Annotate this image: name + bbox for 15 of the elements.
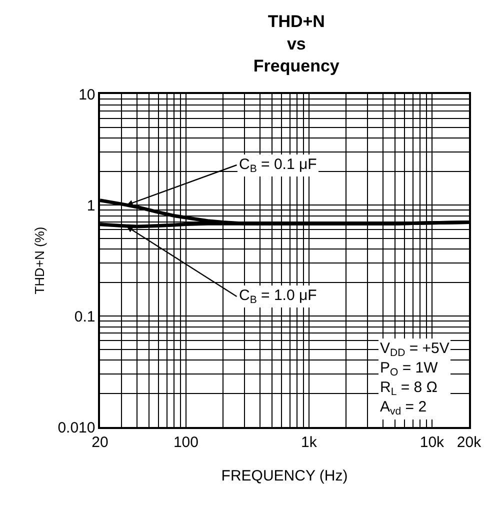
- y-tick-label: 0.010: [58, 419, 96, 436]
- annotation: C$_{B}$ = 1.0 μF: [239, 287, 317, 306]
- annotation: C$_{B}$ = 0.1 μF: [239, 156, 317, 176]
- x-tick-label: 1k: [301, 434, 318, 451]
- y-tick-label: 1: [86, 197, 96, 214]
- y-axis-title: THD+N (%): [32, 226, 48, 294]
- text: V$_{DD}$ = +5V P$_{O}$ = 1W R$_{L}$ = 8 Ω A$_{vd}$ = 2: [380, 340, 450, 418]
- x-axis-title: FREQUENCY (Hz): [221, 467, 348, 484]
- y-tick-label: 0.1: [74, 308, 96, 326]
- y-tick-label: 10: [78, 86, 96, 104]
- chart-title: THD+N vs Frequency: [253, 12, 340, 76]
- x-tick-label: 100: [173, 434, 198, 451]
- x-tick-label: 10k: [420, 434, 445, 451]
- x-tick-label: 20k: [456, 434, 482, 451]
- x-tick-label: 20: [92, 434, 108, 451]
